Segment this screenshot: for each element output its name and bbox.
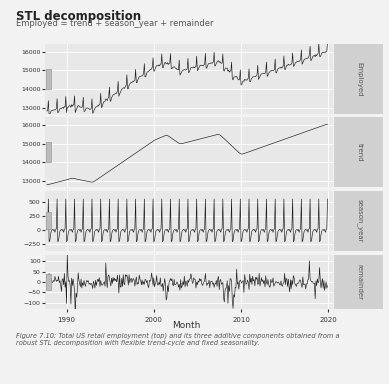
Text: Month: Month bbox=[173, 321, 201, 330]
Bar bbox=[46, 212, 51, 229]
Bar bbox=[46, 142, 51, 162]
Text: Employed = trend + season_year + remainder: Employed = trend + season_year + remaind… bbox=[16, 19, 213, 28]
Bar bbox=[46, 274, 51, 290]
Bar bbox=[46, 69, 51, 89]
Text: Employed: Employed bbox=[356, 61, 363, 96]
Text: remainder: remainder bbox=[356, 264, 363, 300]
Text: Figure 7.10: Total US retail employment (top) and its three additive components : Figure 7.10: Total US retail employment … bbox=[16, 332, 339, 346]
Text: STL decomposition: STL decomposition bbox=[16, 10, 141, 23]
Text: trend: trend bbox=[356, 143, 363, 161]
Text: season_year: season_year bbox=[356, 199, 363, 243]
